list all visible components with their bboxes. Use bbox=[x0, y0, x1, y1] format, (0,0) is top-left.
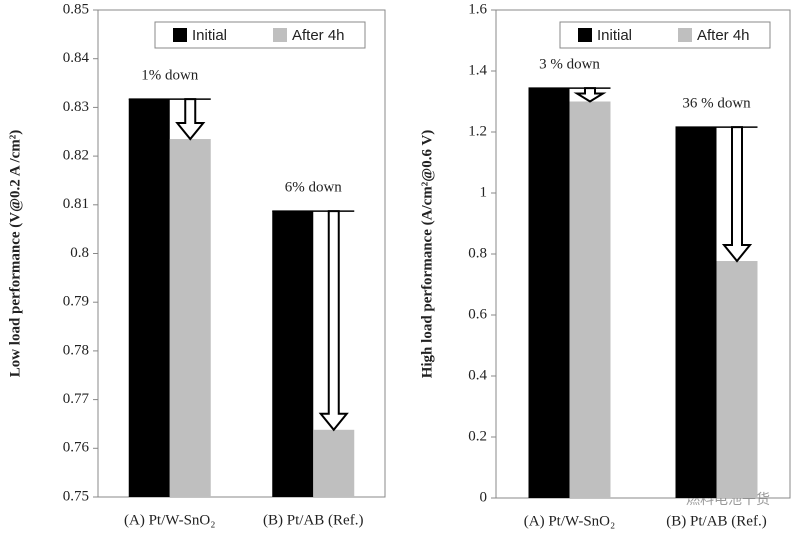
y-tick-label: 0.8 bbox=[70, 245, 89, 261]
legend-label: After 4h bbox=[292, 27, 345, 44]
plot: 0.75 0.76 0.77 0.78 0.79 0.8 0.81 0.82 0.83 0.84 0… bbox=[7, 1, 386, 528]
legend-label: Initial bbox=[597, 27, 632, 44]
y-tick-label: 1 bbox=[480, 184, 488, 200]
bar bbox=[128, 99, 170, 497]
annotation: 3 % down bbox=[539, 57, 600, 73]
y-tick-label: 0.85 bbox=[63, 1, 89, 17]
bar bbox=[716, 261, 758, 498]
legend: Initial After 4h bbox=[154, 21, 366, 49]
y-tick-label: 0.6 bbox=[468, 306, 487, 322]
bar bbox=[569, 101, 611, 498]
y-tick-label: 0.2 bbox=[468, 428, 487, 444]
y-tick-label: 0.8 bbox=[468, 245, 487, 261]
y-tick-label: 0.81 bbox=[63, 196, 89, 212]
legend-swatch bbox=[173, 28, 187, 42]
legend-label: After 4h bbox=[697, 27, 750, 44]
x-tick-label: (B) Pt/AB (Ref.) bbox=[666, 513, 766, 529]
y-tick-label: 0.79 bbox=[63, 294, 89, 310]
y-tick-label: 1.2 bbox=[468, 123, 487, 139]
y-tick-label: 1.4 bbox=[468, 62, 487, 78]
y-tick-label: 0.78 bbox=[63, 342, 89, 358]
legend-box bbox=[559, 21, 771, 49]
down-arrow bbox=[573, 87, 607, 103]
y-tick-label: 0.83 bbox=[63, 99, 89, 115]
bar bbox=[313, 429, 355, 497]
bar bbox=[675, 127, 717, 499]
legend-swatch bbox=[678, 28, 692, 42]
y-tick-label: 0.84 bbox=[63, 50, 90, 66]
down-arrow bbox=[175, 98, 206, 141]
bar bbox=[528, 88, 570, 498]
y-axis-label: Low load performance (V@0.2 A /cm²) bbox=[7, 130, 23, 378]
legend-swatch bbox=[578, 28, 592, 42]
y-tick-label: 1.6 bbox=[468, 1, 487, 17]
down-arrow bbox=[318, 210, 349, 432]
plot: 0 0.2 0.4 0.6 0.8 1 1.2 1.4 1.6 High load perform… bbox=[419, 1, 791, 529]
bar bbox=[272, 211, 314, 498]
legend-swatch bbox=[273, 28, 287, 42]
down-arrow bbox=[721, 126, 753, 263]
y-tick-label: 0.76 bbox=[63, 440, 90, 456]
legend: Initial After 4h bbox=[559, 21, 771, 49]
annotation: 36 % down bbox=[682, 96, 751, 112]
legend-box bbox=[154, 21, 366, 49]
x-tick-label: (A) Pt/W-SnO₂ bbox=[524, 513, 615, 529]
y-tick-label: 0.77 bbox=[63, 391, 90, 407]
y-tick-label: 0.4 bbox=[468, 367, 487, 383]
bar bbox=[169, 139, 211, 497]
annotation: 6% down bbox=[285, 180, 343, 196]
y-axis-label: High load performance (A/cm²@0.6 V) bbox=[419, 130, 435, 379]
legend-label: Initial bbox=[192, 27, 227, 44]
x-tick-label: (A) Pt/W-SnO₂ bbox=[124, 512, 215, 528]
y-tick-label: 0 bbox=[480, 489, 488, 505]
y-tick-label: 0.82 bbox=[63, 148, 89, 164]
x-tick-label: (B) Pt/AB (Ref.) bbox=[263, 512, 363, 528]
y-tick-label: 0.75 bbox=[63, 488, 89, 504]
annotation: 1% down bbox=[141, 68, 199, 84]
